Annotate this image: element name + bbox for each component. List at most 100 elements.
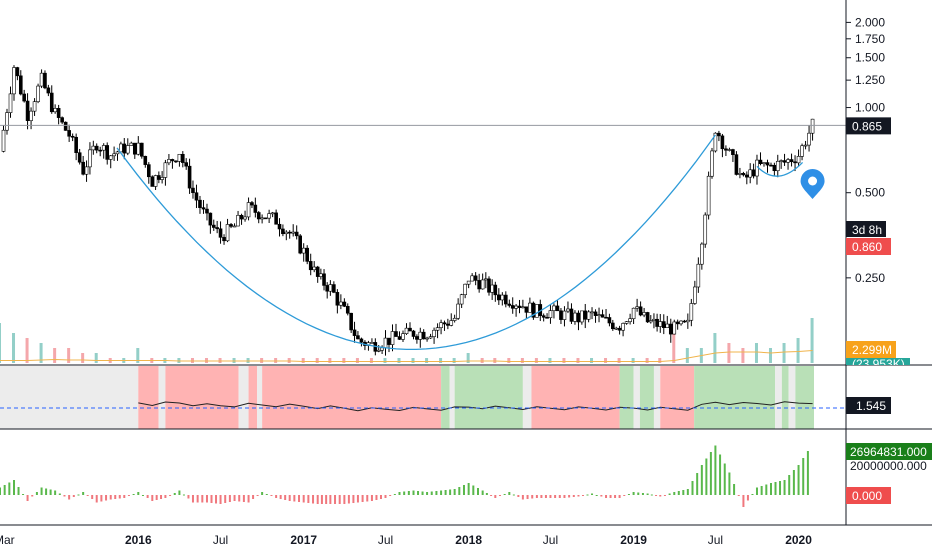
candle-body [648, 320, 653, 323]
candle-body [125, 145, 130, 154]
momentum-bar [646, 493, 649, 495]
candle-body [60, 117, 64, 123]
regime-neutral [238, 366, 249, 429]
momentum-bar [412, 490, 415, 495]
location-pin-icon[interactable] [800, 169, 825, 199]
candle-body [335, 292, 340, 306]
price-badge: 0.865 [846, 117, 891, 135]
candle-body [535, 304, 539, 318]
momentum-bar [673, 492, 676, 495]
candle-body [661, 321, 666, 328]
candle-body [477, 280, 481, 290]
momentum-bar [705, 458, 708, 495]
momentum-bar [440, 490, 443, 495]
candle-body [232, 225, 237, 228]
volume-bar [713, 333, 717, 363]
momentum-bar [403, 491, 406, 495]
volume-bar [562, 358, 566, 363]
momentum-mid-tick: 20000000.000 [850, 459, 927, 473]
regime-bearish [165, 366, 239, 429]
momentum-bar [435, 491, 438, 495]
candle-body [184, 162, 188, 167]
candle-body [112, 153, 116, 157]
candle-body [122, 143, 127, 154]
time-axis-ticks[interactable]: Mar 2016 Jul 2017 Jul 2018 Jul 2019 Jul 2020 [0, 533, 812, 547]
momentum-bar [577, 495, 580, 497]
momentum-bar [595, 495, 598, 496]
volume-bar [39, 343, 43, 363]
candle-body [194, 192, 199, 201]
candle-body [517, 305, 522, 308]
candle-body [720, 135, 725, 150]
momentum-bar [22, 494, 25, 495]
indicator-badge-bg [846, 397, 891, 414]
candle-body [342, 301, 347, 307]
candle-body [738, 173, 742, 175]
momentum-bar [82, 492, 85, 495]
candle-body [600, 314, 605, 318]
candle-body [524, 306, 529, 313]
price-axis-ticks[interactable]: 2.000 1.750 1.500 1.250 1.000 0.500 0.250 [846, 15, 885, 285]
momentum-bar [453, 489, 456, 495]
momentum-bar [549, 495, 552, 498]
candle-body [29, 110, 33, 121]
candle-body [270, 212, 275, 215]
candle-body [713, 132, 718, 152]
candle-body [387, 337, 391, 345]
candle-body [277, 223, 282, 230]
price-tick-label: 0.500 [855, 186, 885, 200]
candle-body [700, 243, 704, 265]
regime-bearish [248, 366, 258, 429]
momentum-bar [187, 495, 190, 499]
momentum-bar [677, 491, 680, 495]
momentum-bar [700, 465, 703, 495]
candle-body [510, 305, 515, 309]
pin-center [808, 176, 818, 186]
candle-body [263, 217, 268, 220]
momentum-bar [751, 494, 754, 495]
candle-body [484, 278, 488, 281]
volume-bar [534, 358, 538, 363]
momentum-bar [682, 490, 685, 495]
price-badge-label: 0.865 [852, 119, 882, 133]
regime-neutral [158, 366, 166, 429]
regime-bullish [795, 366, 814, 429]
momentum-bar [100, 495, 103, 502]
candle-body [696, 263, 701, 288]
candle-body [741, 173, 746, 176]
cup-curve [116, 134, 804, 351]
candle-body [8, 93, 13, 113]
volume-bar [604, 358, 608, 363]
momentum-bar [462, 485, 465, 495]
candle-body [442, 322, 447, 325]
candle-body [628, 318, 632, 322]
regime-neutral [257, 366, 263, 429]
candle-body [274, 212, 278, 225]
momentum-bar [370, 495, 373, 501]
momentum-bar [668, 493, 671, 495]
candle-body [693, 286, 697, 304]
momentum-bar [316, 495, 319, 504]
momentum-bar [430, 491, 433, 495]
candle-body [84, 166, 89, 175]
momentum-bar [196, 495, 199, 503]
momentum-bar [426, 492, 429, 495]
candle-body [635, 306, 639, 309]
candle-body [758, 159, 763, 164]
candle-body [287, 231, 292, 234]
momentum-bar [77, 494, 80, 496]
candle-body [211, 224, 216, 228]
volume-bar [645, 358, 649, 363]
candle-body [205, 208, 209, 214]
volume-bar [796, 338, 800, 363]
candle-body [170, 159, 175, 162]
candle-body [294, 231, 299, 237]
candle-body [404, 327, 409, 334]
candle-body [432, 329, 436, 337]
regime-bullish [781, 366, 789, 429]
momentum-bar [641, 493, 644, 495]
candle-body [576, 312, 581, 323]
momentum-bar [233, 495, 236, 501]
momentum-bar [169, 495, 172, 496]
